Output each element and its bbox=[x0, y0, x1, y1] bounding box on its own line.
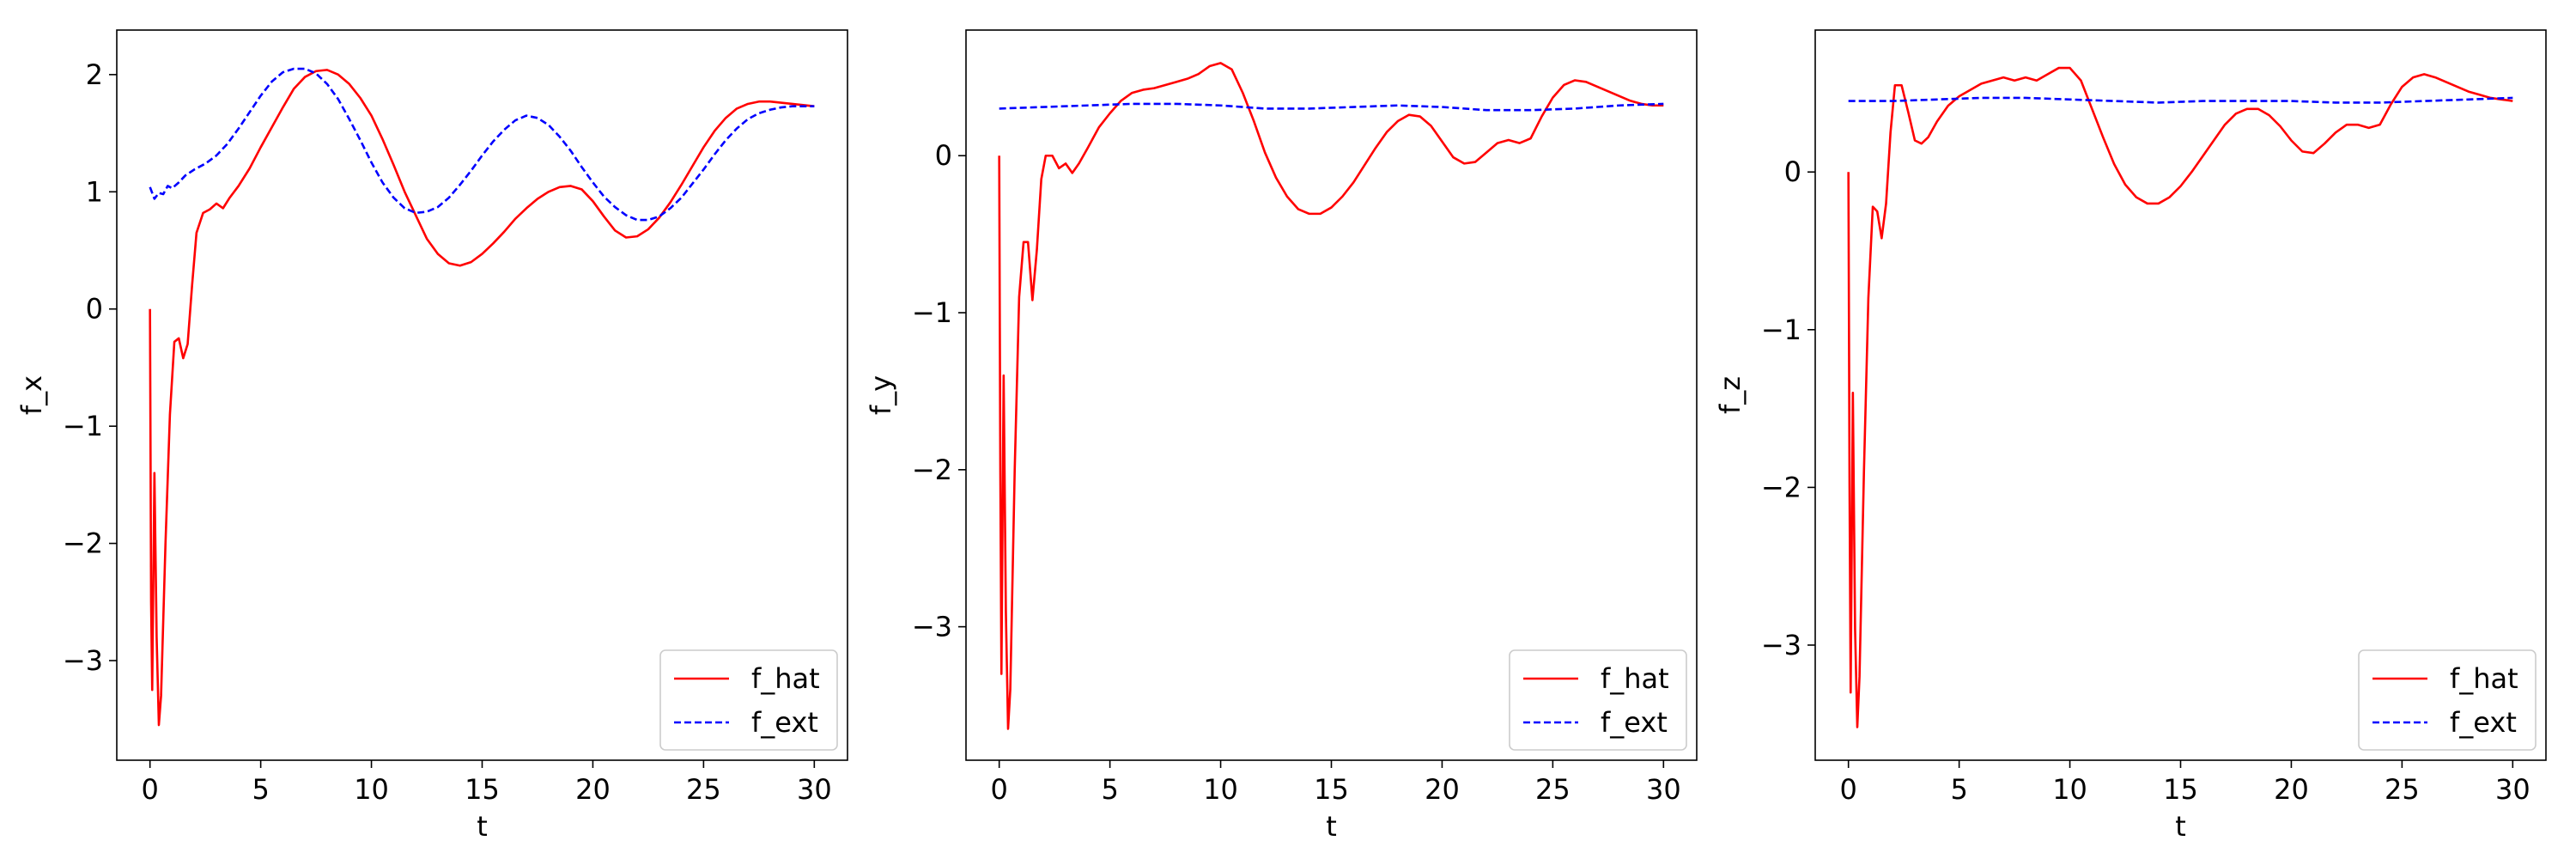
x-tick-label: 5 bbox=[252, 773, 269, 806]
x-tick-label: 10 bbox=[1203, 773, 1238, 806]
chart-0: 0 5 10 15 20 25 30 −3 −2 −1 0 1 2 t f_x f_hat f_ext bbox=[15, 29, 848, 843]
x-tick-label: 5 bbox=[1101, 773, 1118, 806]
legend: f_hat f_ext bbox=[1509, 649, 1687, 751]
y-tick-label: −3 bbox=[1761, 629, 1801, 661]
x-axis-label: t bbox=[477, 810, 488, 843]
x-tick-label: 10 bbox=[2052, 773, 2087, 806]
x-tick-label: 0 bbox=[1840, 773, 1857, 806]
x-tick-label: 30 bbox=[1646, 773, 1681, 806]
legend-label-f_hat: f_hat bbox=[1601, 662, 1669, 695]
chart-2: 0 5 10 15 20 25 30 −3 −2 −1 0 t f_z f_hat f_ext bbox=[1714, 29, 2547, 843]
x-tick-label: 20 bbox=[2274, 773, 2309, 806]
y-axis-label: f_z bbox=[1714, 376, 1747, 414]
x-tick-label: 10 bbox=[354, 773, 389, 806]
legend-box bbox=[659, 649, 838, 751]
x-tick-label: 25 bbox=[2385, 773, 2420, 806]
legend-label-f_hat: f_hat bbox=[751, 662, 820, 695]
legend: f_hat f_ext bbox=[659, 649, 838, 751]
y-tick-label: 0 bbox=[1784, 155, 1801, 188]
x-tick-label: 25 bbox=[1535, 773, 1571, 806]
legend-label-f_ext: f_ext bbox=[1601, 706, 1668, 739]
y-tick-label: 0 bbox=[86, 293, 103, 326]
y-axis-label: f_x bbox=[15, 375, 48, 415]
legend: f_hat f_ext bbox=[2358, 649, 2537, 751]
legend-box bbox=[2358, 649, 2537, 751]
x-tick-label: 0 bbox=[142, 773, 159, 806]
y-tick-label: 1 bbox=[86, 175, 103, 208]
y-tick-label: −3 bbox=[912, 611, 952, 643]
series-line-f_ext bbox=[149, 67, 815, 222]
y-tick-label: −1 bbox=[912, 296, 952, 329]
y-axis-label: f_y bbox=[865, 375, 897, 415]
x-tick-label: 15 bbox=[1314, 773, 1349, 806]
legend-box bbox=[1509, 649, 1687, 751]
series-line-f_ext bbox=[1848, 96, 2513, 104]
x-tick-label: 20 bbox=[575, 773, 611, 806]
legend-label-f_hat: f_hat bbox=[2450, 662, 2518, 695]
x-axis-label: t bbox=[2175, 810, 2186, 843]
y-tick-label: −1 bbox=[63, 410, 103, 442]
y-tick-label: −3 bbox=[63, 644, 103, 677]
legend-label-f_ext: f_ext bbox=[751, 706, 818, 739]
x-tick-label: 20 bbox=[1425, 773, 1460, 806]
x-tick-label: 15 bbox=[2163, 773, 2198, 806]
series-line-f_hat bbox=[149, 69, 815, 727]
x-tick-label: 30 bbox=[2495, 773, 2530, 806]
x-tick-label: 15 bbox=[465, 773, 500, 806]
y-tick-label: 2 bbox=[86, 58, 103, 91]
chart-1: 0 5 10 15 20 25 30 −3 −2 −1 0 t f_y f_hat f_ext bbox=[865, 29, 1698, 843]
series-line-f_hat bbox=[998, 62, 1664, 730]
x-axis-label: t bbox=[1326, 810, 1337, 843]
y-tick-label: −2 bbox=[1761, 471, 1801, 503]
series-line-f_ext bbox=[999, 102, 1664, 112]
y-tick-label: −2 bbox=[63, 527, 103, 560]
x-tick-label: 5 bbox=[1950, 773, 1967, 806]
x-tick-label: 0 bbox=[991, 773, 1008, 806]
legend-label-f_ext: f_ext bbox=[2450, 706, 2517, 739]
y-tick-label: −2 bbox=[912, 454, 952, 486]
x-tick-label: 25 bbox=[686, 773, 721, 806]
y-tick-label: −1 bbox=[1761, 314, 1801, 346]
y-tick-label: 0 bbox=[935, 139, 952, 172]
x-tick-label: 30 bbox=[797, 773, 832, 806]
series-line-f_hat bbox=[1847, 66, 2513, 728]
